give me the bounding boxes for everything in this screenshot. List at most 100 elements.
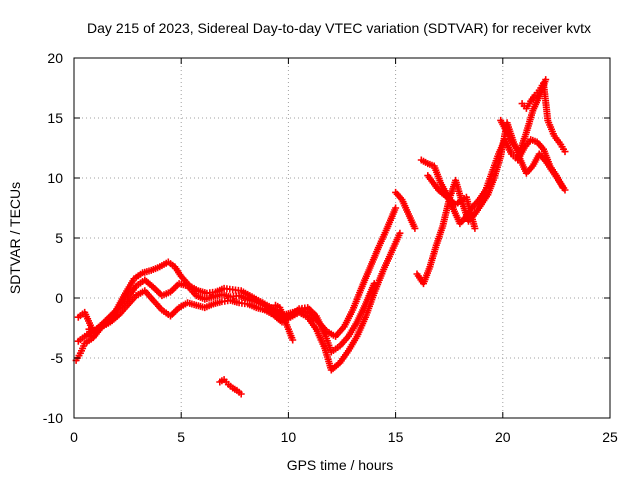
x-axis-title: GPS time / hours: [287, 457, 394, 473]
data-trace-mark: [547, 165, 555, 173]
data-trace-mark: [422, 158, 430, 166]
y-tick-label: 10: [47, 170, 63, 186]
data-trace-mark: [233, 298, 241, 306]
data-trace-mark: [525, 100, 533, 108]
data-trace-mark: [396, 194, 404, 202]
data-trace-mark: [207, 301, 215, 309]
axes: [73, 57, 611, 419]
data-trace-mark: [129, 277, 137, 285]
y-tick-label: -5: [51, 350, 64, 366]
data-trace-mark: [378, 270, 386, 278]
data-trace-mark: [164, 289, 172, 297]
x-tick-label: 20: [495, 429, 511, 445]
y-tick-label: 0: [55, 290, 63, 306]
data-trace-mark: [395, 231, 403, 239]
data-trace-mark: [527, 164, 535, 172]
data-trace-mark: [410, 222, 418, 230]
data-trace-mark: [348, 308, 356, 316]
data-trace-mark: [156, 304, 164, 312]
data-trace-mark: [528, 109, 536, 117]
data-trace-mark: [148, 295, 156, 302]
tick-labels: 0 5 10 15 20 25 -10 -5 0 5 10 15 20: [43, 50, 618, 445]
data-trace-mark: [508, 138, 516, 146]
data-trace-mark: [436, 177, 444, 185]
data-trace-mark: [113, 312, 121, 320]
data-trace-mark: [538, 143, 546, 151]
data-trace-mark: [241, 300, 249, 308]
series-track-i: [85, 172, 479, 344]
data-trace-mark: [343, 349, 351, 357]
y-tick-label: 5: [55, 230, 63, 246]
data-trace-mark: [131, 284, 139, 292]
data-trace-mark: [156, 290, 164, 298]
data-trace-mark: [154, 264, 162, 272]
data-trace-mark: [544, 114, 552, 122]
data-trace-mark: [334, 360, 342, 368]
data-trace-mark: [343, 334, 351, 342]
data-trace-mark: [250, 303, 258, 311]
chart-title: Day 215 of 2023, Sidereal Day-to-day VTE…: [87, 20, 591, 36]
data-trace-mark: [122, 296, 130, 304]
data-trace-mark: [222, 378, 230, 386]
data-trace-mark: [534, 95, 542, 102]
data-trace-mark: [474, 197, 482, 205]
data-trace-mark: [267, 310, 275, 318]
x-tick-label: 10: [281, 429, 297, 445]
data-trace-mark: [80, 342, 88, 350]
data-trace-mark: [259, 305, 267, 313]
data-trace-mark: [560, 145, 567, 153]
data-trace-mark: [216, 298, 224, 306]
data-trace-mark: [288, 334, 296, 342]
x-tick-label: 0: [70, 429, 78, 445]
data-trace-mark: [137, 270, 144, 278]
data-trace-mark: [352, 320, 360, 328]
data-trace-mark: [301, 304, 309, 312]
data-trace-mark: [191, 290, 198, 298]
data-trace-mark: [555, 138, 563, 146]
data-trace-mark: [438, 224, 446, 232]
y-tick-label: -10: [43, 410, 63, 426]
data-trace-mark: [425, 265, 433, 273]
data-trace-mark: [169, 261, 177, 269]
data-trace-mark: [382, 227, 390, 234]
data-trace-mark: [104, 319, 112, 327]
data-trace-mark: [86, 330, 94, 338]
data-trace-mark: [489, 176, 497, 184]
data-trace-mark: [218, 377, 226, 385]
data-marks: [72, 76, 569, 398]
y-axis-title: SDTVAR / TECUs: [7, 182, 23, 294]
data-trace-mark: [190, 301, 198, 309]
series-track-h: [216, 376, 245, 398]
data-trace-mark: [176, 271, 184, 278]
data-trace-mark: [515, 153, 523, 161]
data-trace-mark: [553, 175, 561, 182]
data-trace-mark: [470, 222, 478, 230]
data-trace-mark: [432, 243, 440, 251]
data-trace-mark: [502, 126, 510, 134]
data-trace-mark: [352, 335, 360, 342]
data-trace-mark: [231, 385, 239, 393]
data-trace-mark: [483, 193, 490, 201]
data-trace-mark: [311, 323, 319, 331]
data-trace-mark: [320, 328, 328, 336]
data-trace-mark: [522, 131, 530, 138]
data-trace-mark: [533, 89, 541, 97]
data-trace-mark: [311, 310, 319, 318]
data-trace-mark: [79, 334, 87, 342]
data-trace-mark: [541, 78, 549, 86]
data-trace-mark: [145, 267, 153, 275]
x-tick-label: 25: [602, 429, 618, 445]
data-trace-mark: [530, 93, 537, 101]
data-trace-mark: [356, 287, 364, 295]
data-trace-mark: [374, 246, 382, 254]
data-trace-mark: [540, 155, 548, 163]
data-trace-mark: [113, 305, 121, 313]
data-trace-mark: [320, 342, 328, 350]
data-trace-mark: [560, 184, 568, 192]
data-trace-mark: [173, 305, 181, 313]
data-trace-mark: [207, 293, 215, 301]
data-trace-mark: [361, 315, 369, 323]
data-trace-mark: [391, 206, 399, 214]
data-trace-mark: [496, 155, 504, 163]
